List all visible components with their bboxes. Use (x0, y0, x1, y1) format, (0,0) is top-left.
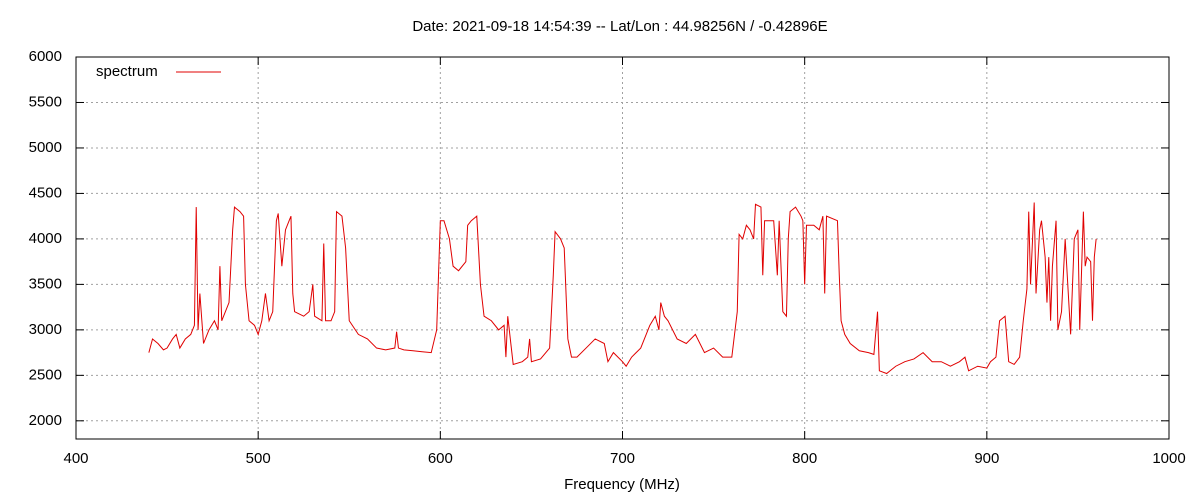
y-tick-label: 5000 (29, 139, 62, 156)
y-tick-label: 2000 (29, 412, 62, 429)
x-tick-label: 600 (428, 450, 453, 467)
x-tick-label: 1000 (1152, 450, 1185, 467)
x-tick-label: 500 (246, 450, 271, 467)
x-tick-label: 400 (63, 450, 88, 467)
x-tick-label: 800 (792, 450, 817, 467)
y-tick-label: 3500 (29, 275, 62, 292)
x-tick-label: 700 (610, 450, 635, 467)
y-tick-label: 6000 (29, 48, 62, 65)
x-axis-label: Frequency (MHz) (564, 476, 680, 493)
legend-label: spectrum (96, 63, 158, 80)
chart-title: Date: 2021-09-18 14:54:39 -- Lat/Lon : 4… (412, 18, 827, 35)
x-tick-label: 900 (974, 450, 999, 467)
data-line (148, 202, 1097, 375)
y-tick-label: 5500 (29, 93, 62, 110)
y-tick-label: 4000 (29, 230, 62, 247)
y-tick-label: 2500 (29, 366, 62, 383)
plot-frame (75, 56, 1170, 440)
y-tick-label: 4500 (29, 184, 62, 201)
y-tick-label: 3000 (29, 321, 62, 338)
